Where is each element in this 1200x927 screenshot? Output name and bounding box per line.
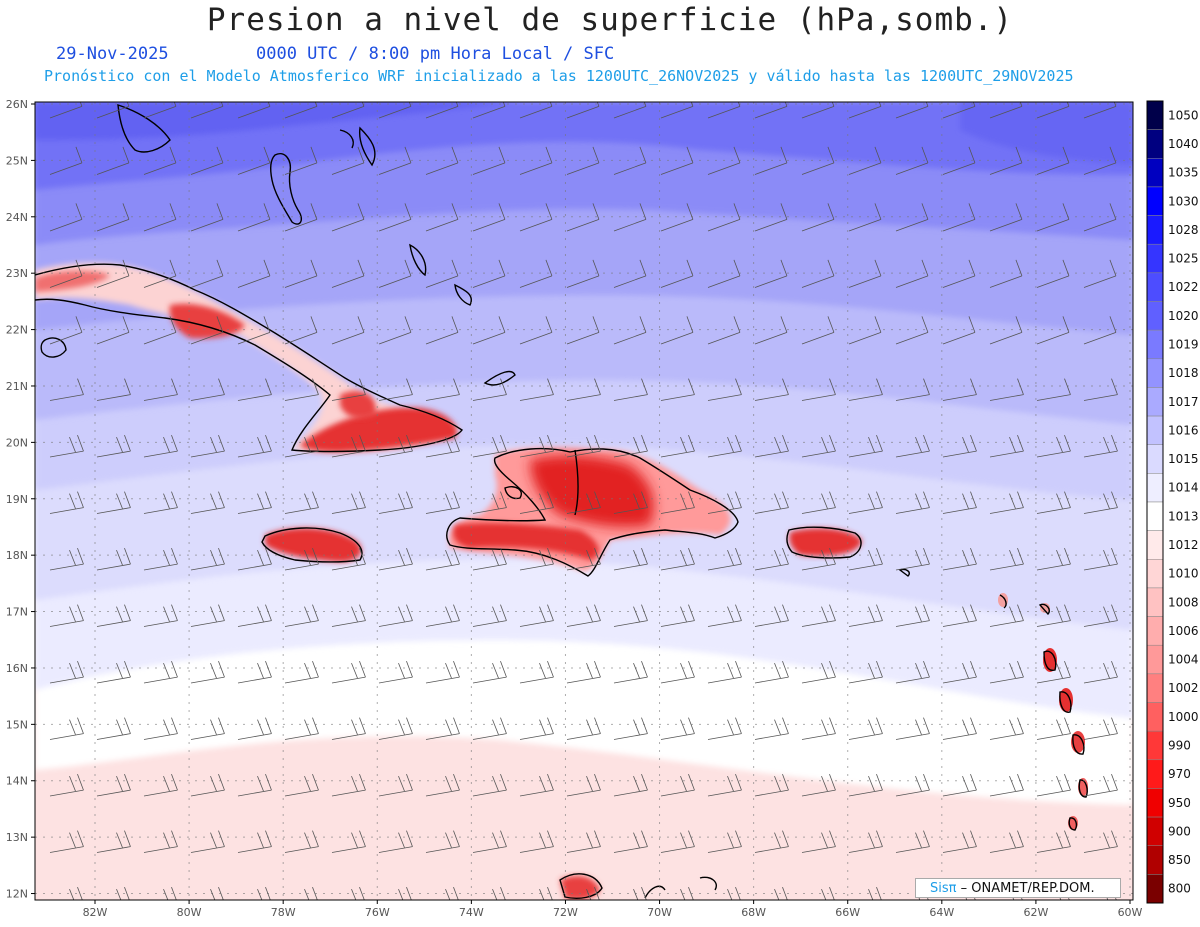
- valid-time: 0000 UTC / 8:00 pm Hora Local / SFC: [256, 44, 615, 64]
- colorbar-swatch: [1146, 816, 1164, 846]
- lat-tick-label: 23N: [6, 267, 28, 280]
- colorbar-label: 950: [1168, 796, 1191, 810]
- lon-tick-label: 64W: [929, 906, 954, 919]
- lon-axis: 82W 80W 78W 76W 74W 72W 70W 68W 66W 64W 62W 60W: [83, 906, 1143, 919]
- lat-tick-label: 15N: [6, 718, 28, 731]
- lat-tick-label: 19N: [6, 493, 28, 506]
- lon-tick-label: 76W: [365, 906, 390, 919]
- colorbar-swatch: [1146, 358, 1164, 388]
- lat-tick-label: 25N: [6, 154, 28, 167]
- colorbar-label: 1006: [1168, 624, 1199, 638]
- colorbar-label: 1017: [1168, 395, 1199, 409]
- colorbar-label: 1002: [1168, 681, 1199, 695]
- colorbar-label: 1028: [1168, 223, 1199, 237]
- lon-tick-label: 72W: [553, 906, 578, 919]
- colorbar-label: 1020: [1168, 309, 1199, 323]
- credit-box: Sisπ – ONAMET/REP.DOM.: [915, 878, 1121, 898]
- lon-tick-label: 74W: [459, 906, 484, 919]
- colorbar-label: 850: [1168, 853, 1191, 867]
- credit-org: – ONAMET/REP.DOM.: [956, 881, 1095, 896]
- colorbar-label: 1030: [1168, 194, 1199, 208]
- colorbar-swatch: [1146, 415, 1164, 445]
- colorbar: 1050 1040 1035 1030 1028 1025 1022 1020 1019 1018…: [1146, 100, 1199, 904]
- colorbar-swatch: [1146, 129, 1164, 159]
- colorbar-label: 1035: [1168, 166, 1199, 180]
- colorbar-swatch: [1146, 616, 1164, 646]
- colorbar-label: 990: [1168, 738, 1191, 752]
- lat-tick-label: 22N: [6, 324, 28, 337]
- colorbar-swatch: [1146, 644, 1164, 675]
- colorbar-label: 1014: [1168, 481, 1199, 495]
- colorbar-swatch: [1146, 158, 1164, 188]
- credit-brand: Sisπ: [930, 881, 957, 896]
- colorbar-label: 1015: [1168, 452, 1199, 466]
- lon-tick-label: 68W: [741, 906, 766, 919]
- lat-tick-label: 26N: [6, 98, 28, 111]
- lat-tick-label: 12N: [6, 888, 28, 901]
- wind-barbs: [49, 102, 1118, 900]
- colorbar-label: 1050: [1168, 108, 1199, 122]
- lat-tick-label: 18N: [6, 549, 28, 562]
- colorbar-label: 1040: [1168, 137, 1199, 151]
- lat-tick-label: 17N: [6, 606, 28, 619]
- lat-tick-label: 24N: [6, 211, 28, 224]
- colorbar-swatch: [1146, 587, 1164, 617]
- colorbar-label: 1010: [1168, 567, 1199, 581]
- colorbar-label: 1013: [1168, 509, 1199, 523]
- lat-tick-label: 20N: [6, 436, 28, 449]
- colorbar-swatch: [1146, 243, 1164, 274]
- colorbar-swatch: [1146, 272, 1164, 302]
- valid-date: 29-Nov-2025: [56, 44, 169, 64]
- colorbar-swatch: [1146, 100, 1164, 130]
- colorbar-label: 1018: [1168, 366, 1199, 380]
- lat-axis: 26N 25N 24N 23N 22N 21N 20N 19N 18N 17N 16N 15N 14N 1…: [6, 98, 28, 901]
- colorbar-swatch: [1146, 444, 1164, 474]
- colorbar-label: 900: [1168, 824, 1191, 838]
- plot-frame: [34, 101, 1134, 901]
- lat-lon-grid: [31, 102, 1133, 904]
- colorbar-swatch: [1146, 301, 1164, 331]
- lat-tick-label: 13N: [6, 831, 28, 844]
- colorbar-label: 1016: [1168, 423, 1199, 437]
- colorbar-label: 1008: [1168, 595, 1199, 609]
- colorbar-label: 800: [1168, 882, 1191, 896]
- lon-tick-label: 70W: [647, 906, 672, 919]
- colorbar-label: 1025: [1168, 252, 1199, 266]
- colorbar-swatch: [1146, 387, 1164, 417]
- colorbar-label: 1019: [1168, 337, 1199, 351]
- colorbar-swatch: [1146, 874, 1164, 904]
- lat-tick-label: 16N: [6, 662, 28, 675]
- lon-tick-label: 82W: [83, 906, 108, 919]
- colorbar-label: 1000: [1168, 710, 1199, 724]
- colorbar-label: 1022: [1168, 280, 1199, 294]
- colorbar-swatch: [1146, 329, 1164, 360]
- colorbar-swatch: [1146, 473, 1164, 503]
- lon-tick-label: 62W: [1023, 906, 1048, 919]
- colorbar-swatch: [1146, 215, 1164, 245]
- colorbar-label: 970: [1168, 767, 1191, 781]
- colorbar-swatch: [1146, 501, 1164, 531]
- lon-tick-label: 66W: [835, 906, 860, 919]
- colorbar-swatch: [1146, 730, 1164, 761]
- colorbar-swatch: [1146, 559, 1164, 589]
- lon-tick-label: 60W: [1118, 906, 1143, 919]
- colorbar-swatch: [1146, 673, 1164, 703]
- lat-tick-label: 21N: [6, 380, 28, 393]
- colorbar-swatch: [1146, 788, 1164, 818]
- map-title: Presion a nivel de superficie (hPa,somb.…: [206, 2, 1014, 38]
- model-subtitle: Pronóstico con el Modelo Atmosferico WRF…: [44, 67, 1074, 85]
- lon-tick-label: 78W: [271, 906, 296, 919]
- colorbar-swatch: [1146, 702, 1164, 732]
- lat-tick-label: 14N: [6, 775, 28, 788]
- colorbar-swatch: [1146, 186, 1164, 216]
- colorbar-swatch: [1146, 759, 1164, 789]
- colorbar-label: 1004: [1168, 653, 1199, 667]
- lon-tick-label: 80W: [177, 906, 202, 919]
- colorbar-swatch: [1146, 530, 1164, 560]
- colorbar-swatch: [1146, 845, 1164, 875]
- colorbar-label: 1012: [1168, 538, 1199, 552]
